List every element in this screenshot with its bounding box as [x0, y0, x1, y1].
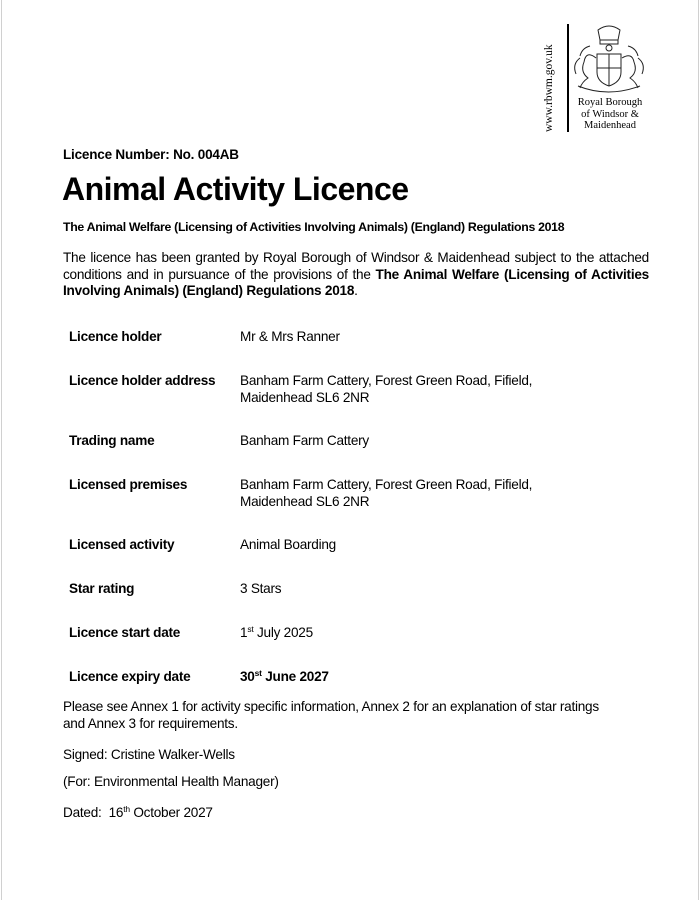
logo-divider [567, 24, 569, 132]
signed-for: (For: Environmental Health Manager) [63, 774, 279, 789]
organisation-name: Royal Borough of Windsor & Maidenhead [577, 97, 643, 131]
page-title: Animal Activity Licence [62, 171, 409, 207]
intro-paragraph: The licence has been granted by Royal Bo… [63, 250, 649, 298]
website-url: www.rbwm.gov.uk [543, 44, 555, 132]
annex-note: Please see Annex 1 for activity specific… [63, 699, 599, 731]
regulations-subtitle: The Animal Welfare (Licensing of Activit… [63, 220, 565, 234]
licence-number: Licence Number: No. 004AB [63, 147, 239, 162]
crest-logo [574, 25, 644, 93]
dated: Dated: 16th October 2027 [63, 804, 213, 820]
signed-by: Signed: Cristine Walker-Wells [63, 747, 235, 762]
